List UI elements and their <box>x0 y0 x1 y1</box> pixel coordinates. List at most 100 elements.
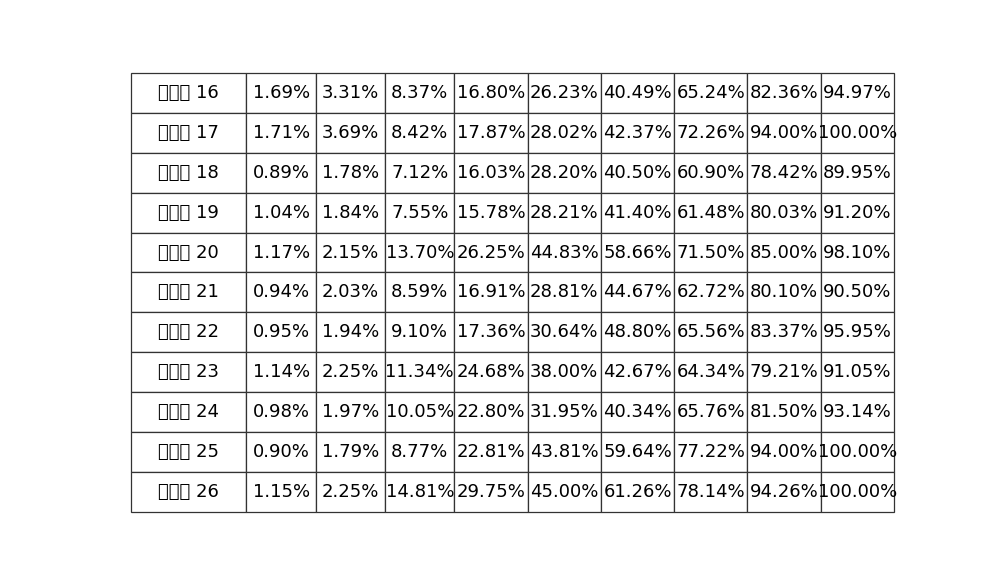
Polygon shape <box>385 73 454 113</box>
Polygon shape <box>246 432 316 472</box>
Text: 28.81%: 28.81% <box>530 283 599 302</box>
Text: 实施例 26: 实施例 26 <box>158 483 219 501</box>
Text: 8.37%: 8.37% <box>391 84 448 102</box>
Text: 100.00%: 100.00% <box>818 124 897 142</box>
Text: 1.15%: 1.15% <box>253 483 310 501</box>
Polygon shape <box>454 153 528 193</box>
Polygon shape <box>385 233 454 273</box>
Text: 40.34%: 40.34% <box>603 403 672 421</box>
Polygon shape <box>528 312 601 352</box>
Polygon shape <box>385 472 454 512</box>
Text: 90.50%: 90.50% <box>823 283 891 302</box>
Text: 1.78%: 1.78% <box>322 164 379 182</box>
Polygon shape <box>674 113 747 153</box>
Text: 0.98%: 0.98% <box>253 403 310 421</box>
Text: 42.37%: 42.37% <box>603 124 672 142</box>
Polygon shape <box>131 73 246 113</box>
Polygon shape <box>528 273 601 312</box>
Text: 24.68%: 24.68% <box>457 363 525 381</box>
Polygon shape <box>601 312 674 352</box>
Polygon shape <box>528 233 601 273</box>
Text: 64.34%: 64.34% <box>676 363 745 381</box>
Polygon shape <box>131 472 246 512</box>
Polygon shape <box>747 352 821 392</box>
Polygon shape <box>674 432 747 472</box>
Polygon shape <box>821 193 894 233</box>
Polygon shape <box>821 472 894 512</box>
Text: 94.26%: 94.26% <box>750 483 818 501</box>
Text: 10.05%: 10.05% <box>386 403 454 421</box>
Polygon shape <box>821 153 894 193</box>
Text: 78.14%: 78.14% <box>676 483 745 501</box>
Polygon shape <box>821 273 894 312</box>
Text: 28.20%: 28.20% <box>530 164 599 182</box>
Text: 17.36%: 17.36% <box>457 323 525 341</box>
Text: 100.00%: 100.00% <box>818 483 897 501</box>
Polygon shape <box>674 352 747 392</box>
Text: 7.12%: 7.12% <box>391 164 448 182</box>
Text: 89.95%: 89.95% <box>823 164 892 182</box>
Text: 42.67%: 42.67% <box>603 363 672 381</box>
Text: 30.64%: 30.64% <box>530 323 599 341</box>
Polygon shape <box>821 233 894 273</box>
Polygon shape <box>246 352 316 392</box>
Polygon shape <box>747 113 821 153</box>
Polygon shape <box>528 113 601 153</box>
Text: 11.34%: 11.34% <box>385 363 454 381</box>
Text: 2.15%: 2.15% <box>322 244 379 262</box>
Polygon shape <box>528 73 601 113</box>
Polygon shape <box>528 432 601 472</box>
Text: 80.10%: 80.10% <box>750 283 818 302</box>
Text: 79.21%: 79.21% <box>750 363 818 381</box>
Polygon shape <box>131 432 246 472</box>
Polygon shape <box>316 432 385 472</box>
Polygon shape <box>601 193 674 233</box>
Polygon shape <box>747 273 821 312</box>
Polygon shape <box>454 472 528 512</box>
Text: 1.69%: 1.69% <box>253 84 310 102</box>
Polygon shape <box>246 273 316 312</box>
Text: 95.95%: 95.95% <box>823 323 892 341</box>
Text: 91.20%: 91.20% <box>823 204 891 222</box>
Polygon shape <box>747 432 821 472</box>
Polygon shape <box>385 312 454 352</box>
Polygon shape <box>246 193 316 233</box>
Text: 1.97%: 1.97% <box>322 403 379 421</box>
Text: 实施例 25: 实施例 25 <box>158 443 219 461</box>
Polygon shape <box>454 392 528 432</box>
Polygon shape <box>528 392 601 432</box>
Text: 44.67%: 44.67% <box>603 283 672 302</box>
Polygon shape <box>246 153 316 193</box>
Text: 94.00%: 94.00% <box>750 443 818 461</box>
Polygon shape <box>528 153 601 193</box>
Text: 实施例 23: 实施例 23 <box>158 363 219 381</box>
Text: 9.10%: 9.10% <box>391 323 448 341</box>
Text: 2.25%: 2.25% <box>322 483 379 501</box>
Polygon shape <box>246 392 316 432</box>
Text: 14.81%: 14.81% <box>386 483 454 501</box>
Polygon shape <box>454 432 528 472</box>
Polygon shape <box>385 352 454 392</box>
Text: 1.79%: 1.79% <box>322 443 379 461</box>
Text: 16.91%: 16.91% <box>457 283 525 302</box>
Polygon shape <box>316 273 385 312</box>
Text: 1.84%: 1.84% <box>322 204 379 222</box>
Polygon shape <box>454 352 528 392</box>
Polygon shape <box>674 233 747 273</box>
Text: 60.90%: 60.90% <box>677 164 745 182</box>
Text: 实施例 18: 实施例 18 <box>158 164 219 182</box>
Polygon shape <box>674 273 747 312</box>
Polygon shape <box>747 233 821 273</box>
Text: 77.22%: 77.22% <box>676 443 745 461</box>
Text: 91.05%: 91.05% <box>823 363 891 381</box>
Text: 94.00%: 94.00% <box>750 124 818 142</box>
Text: 16.03%: 16.03% <box>457 164 525 182</box>
Polygon shape <box>454 233 528 273</box>
Polygon shape <box>246 233 316 273</box>
Text: 15.78%: 15.78% <box>457 204 525 222</box>
Polygon shape <box>385 193 454 233</box>
Text: 61.26%: 61.26% <box>603 483 672 501</box>
Text: 实施例 21: 实施例 21 <box>158 283 219 302</box>
Text: 3.69%: 3.69% <box>322 124 379 142</box>
Polygon shape <box>821 312 894 352</box>
